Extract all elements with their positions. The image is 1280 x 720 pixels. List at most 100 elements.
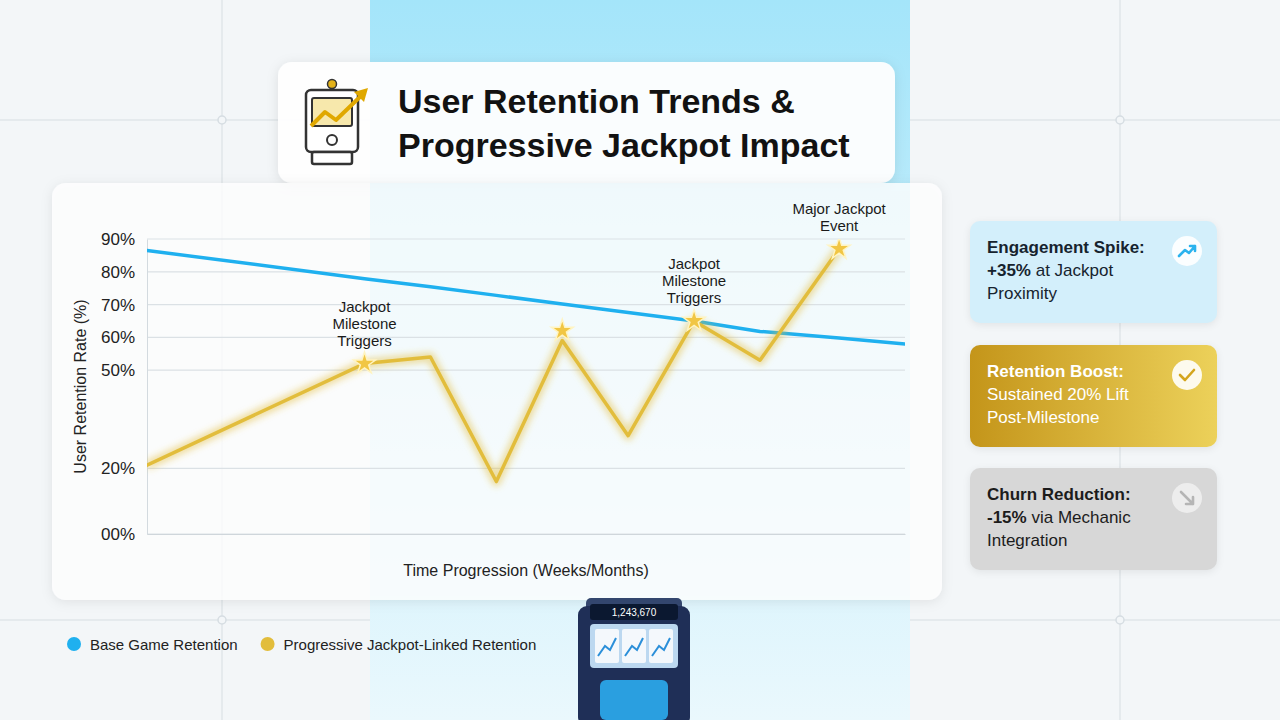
y-tick-label: 70% <box>101 295 135 314</box>
card-icon-bg <box>1172 360 1202 390</box>
card-heading: Retention Boost: <box>987 360 1167 383</box>
info-card: Retention Boost:Sustained 20% Lift Post-… <box>970 345 1217 447</box>
annotation-line: Event <box>820 217 859 234</box>
title-icon <box>306 80 368 165</box>
slot-jackpot-text: 1,243,670 <box>612 607 657 618</box>
y-axis: 00% 20% 50% 60% 70% 80% 90% <box>101 230 148 544</box>
y-tick: 60% <box>101 328 147 347</box>
grid <box>147 239 905 534</box>
y-tick-label: 80% <box>101 263 135 282</box>
annotation-line: Milestone <box>332 315 396 332</box>
card-text: Sustained 20% Lift Post-Milestone <box>987 385 1129 427</box>
bg-grid-node <box>218 616 226 624</box>
icon-arrowhead <box>354 88 368 102</box>
card-icon-bg <box>1172 483 1202 513</box>
grid-line <box>147 370 905 371</box>
card-icon-glyph <box>1179 246 1195 256</box>
legend-item: Progressive Jackpot-Linked Retention <box>261 636 537 653</box>
grid-line <box>147 304 905 305</box>
card-icon-bg <box>1172 236 1202 266</box>
annotation-line: Milestone <box>662 272 726 289</box>
grid-line <box>147 337 905 338</box>
card-highlight: +35% <box>987 261 1031 280</box>
grid-line <box>147 271 905 272</box>
bg-grid-node <box>1116 616 1124 624</box>
milestone-marker <box>354 352 376 373</box>
slot-machine: 1,243,670 <box>578 598 690 720</box>
y-tick-label: 50% <box>101 361 135 380</box>
grid-line <box>147 468 905 469</box>
card-heading: Engagement Spike: <box>987 236 1167 259</box>
plot-area <box>147 239 905 482</box>
icon-coin <box>327 135 337 145</box>
card-icon-glyph <box>1180 370 1194 380</box>
card-icon <box>1171 482 1203 514</box>
chart-panel <box>52 183 942 600</box>
milestone-marker <box>683 309 705 330</box>
legend-item: Base Game Retention <box>67 636 238 653</box>
x-axis <box>148 534 906 535</box>
y-tick: 00% <box>101 525 147 544</box>
annotation: JackpotMilestoneTriggers <box>662 255 726 306</box>
slot-reel <box>595 629 619 663</box>
grid-line <box>147 533 905 534</box>
y-tick-label: 00% <box>101 525 135 544</box>
annotation-line: Jackpot <box>339 298 392 315</box>
legend-label: Base Game Retention <box>90 636 238 653</box>
legend-label: Progressive Jackpot-Linked Retention <box>284 636 537 653</box>
y-tick-label: 90% <box>101 230 135 249</box>
annotations: JackpotMilestoneTriggersJackpotMilestone… <box>332 200 886 349</box>
y-tick: 20% <box>101 459 147 478</box>
slot-body <box>578 606 690 720</box>
title-line: User Retention Trends & <box>398 82 795 120</box>
chart-title: User Retention Trends & Progressive Jackp… <box>398 82 850 164</box>
icon-light <box>328 80 337 89</box>
y-tick: 70% <box>101 295 147 314</box>
icon-arrow <box>311 95 362 126</box>
info-card: Engagement Spike:+35% at Jackpot Proximi… <box>970 221 1217 323</box>
card-heading: Churn Reduction: <box>987 483 1167 506</box>
card-icon <box>1171 235 1203 267</box>
y-axis-title: User Retention Rate (%) <box>72 299 89 473</box>
series-line <box>147 249 839 482</box>
milestone-marker <box>828 239 850 258</box>
background <box>0 0 1280 720</box>
y-tick-label: 20% <box>101 459 135 478</box>
series-line <box>147 250 905 343</box>
slot-display <box>590 604 678 620</box>
y-tick: 80% <box>101 263 147 282</box>
info-card: Churn Reduction:-15% via Mechanic Integr… <box>970 468 1217 570</box>
stage: User Retention Trends & Progressive Jackp… <box>0 0 1280 720</box>
legend-swatch <box>67 637 81 651</box>
grid-line <box>147 238 905 239</box>
legend: Base Game Retention Progressive Jackpot-L… <box>67 636 536 653</box>
annotation-line: Major Jackpot <box>792 200 886 217</box>
card-icon-glyph <box>1181 492 1193 504</box>
icon-base <box>312 152 352 164</box>
bg-grid-node <box>218 116 226 124</box>
slot-reel-arrow <box>625 638 643 656</box>
x-axis-title: Time Progression (Weeks/Months) <box>403 562 648 579</box>
series-line-glow <box>147 249 839 482</box>
slot-panel <box>600 680 668 720</box>
slot-reel-arrow <box>652 638 670 656</box>
x-axis-line <box>148 534 906 535</box>
bg-grid-node <box>1116 116 1124 124</box>
title-line: Progressive Jackpot Impact <box>398 126 850 164</box>
annotation-line: Triggers <box>337 332 391 349</box>
card-highlight: -15% <box>987 508 1027 527</box>
y-tick: 50% <box>101 361 147 380</box>
slot-reel <box>649 629 673 663</box>
slot-reel <box>622 629 646 663</box>
card-icon <box>1171 359 1203 391</box>
title-card <box>278 62 895 183</box>
y-tick: 90% <box>101 230 147 249</box>
slot-reel-arrow <box>598 638 616 656</box>
y-tick-label: 60% <box>101 328 135 347</box>
annotation-line: Triggers <box>667 289 721 306</box>
y-axis-line <box>147 240 148 535</box>
annotation: JackpotMilestoneTriggers <box>332 298 396 349</box>
legend-swatch <box>261 637 275 651</box>
slot-window <box>590 624 678 668</box>
annotation: Major JackpotEvent <box>792 200 886 234</box>
